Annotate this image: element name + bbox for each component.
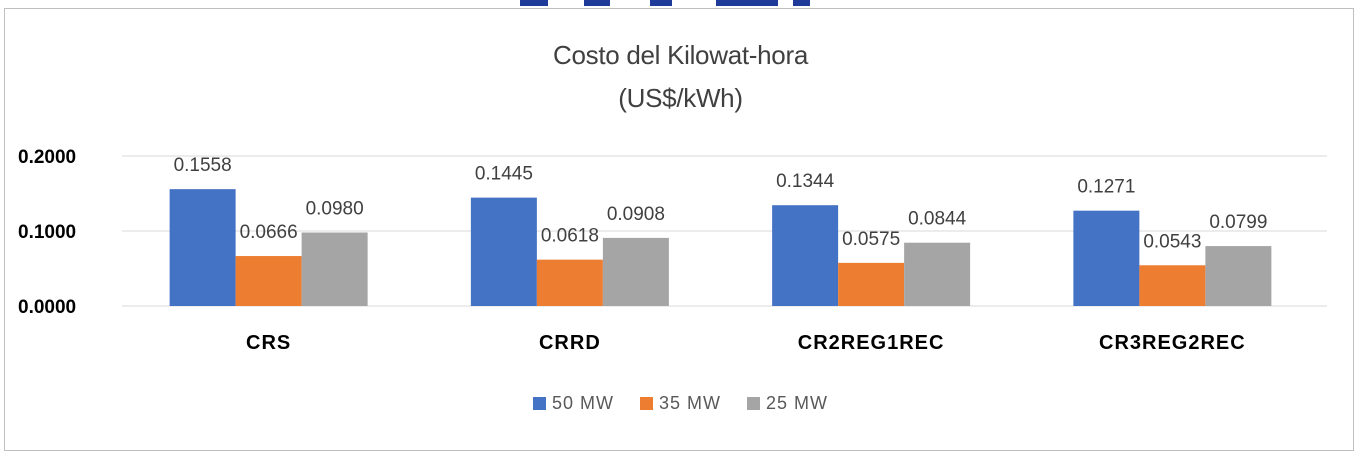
data-label: 0.0543 xyxy=(1143,231,1201,252)
bar xyxy=(536,259,603,306)
category-label: CRRD xyxy=(539,332,601,354)
data-label: 0.0799 xyxy=(1209,212,1267,233)
bar xyxy=(602,237,669,306)
bar xyxy=(772,205,839,306)
bar xyxy=(235,256,302,306)
bar xyxy=(1139,265,1206,306)
legend-label-35mw: 35 MW xyxy=(658,393,721,413)
legend: 50 MW 35 MW 25 MW xyxy=(0,393,1361,414)
legend-swatch-35mw xyxy=(639,397,653,410)
bar xyxy=(470,197,537,306)
legend-swatch-50mw xyxy=(532,397,546,410)
bar xyxy=(838,262,905,306)
legend-label-25mw: 25 MW xyxy=(766,393,829,413)
top-accent-bar xyxy=(520,0,548,6)
y-tick-label: 0.2000 xyxy=(18,147,76,168)
y-tick-label: 0.0000 xyxy=(18,297,76,318)
data-label: 0.1344 xyxy=(776,171,835,192)
top-accent-bar xyxy=(584,0,610,6)
data-label: 0.0908 xyxy=(607,204,665,225)
data-label: 0.0666 xyxy=(240,222,298,243)
top-accent-bar xyxy=(793,0,810,6)
bar xyxy=(904,242,971,306)
chart-subtitle: (US$/kWh) xyxy=(618,83,743,113)
data-label: 0.0980 xyxy=(306,199,364,220)
bar xyxy=(301,232,368,306)
top-accent-bar xyxy=(650,0,672,6)
bar xyxy=(169,189,236,306)
bar xyxy=(1205,246,1272,306)
category-label: CR2REG1REC xyxy=(798,332,945,354)
data-label: 0.0618 xyxy=(541,226,599,247)
data-label: 0.0575 xyxy=(842,229,900,250)
category-label: CRS xyxy=(246,332,291,354)
legend-item-25mw: 25 MW xyxy=(747,393,828,414)
legend-item-50mw: 50 MW xyxy=(532,393,614,414)
data-label: 0.1271 xyxy=(1077,177,1135,198)
legend-item-35mw: 35 MW xyxy=(639,393,721,414)
legend-swatch-25mw xyxy=(747,397,760,410)
chart-title: Costo del Kilowat-hora xyxy=(553,40,808,70)
bar xyxy=(1073,210,1140,306)
data-label: 0.0844 xyxy=(908,209,967,230)
top-accent-bar xyxy=(716,0,778,6)
data-label: 0.1558 xyxy=(174,155,232,176)
data-label: 0.1445 xyxy=(475,164,533,185)
category-label: CR3REG2REC xyxy=(1099,332,1246,354)
y-tick-label: 0.1000 xyxy=(18,222,76,243)
legend-label-50mw: 50 MW xyxy=(551,393,614,413)
